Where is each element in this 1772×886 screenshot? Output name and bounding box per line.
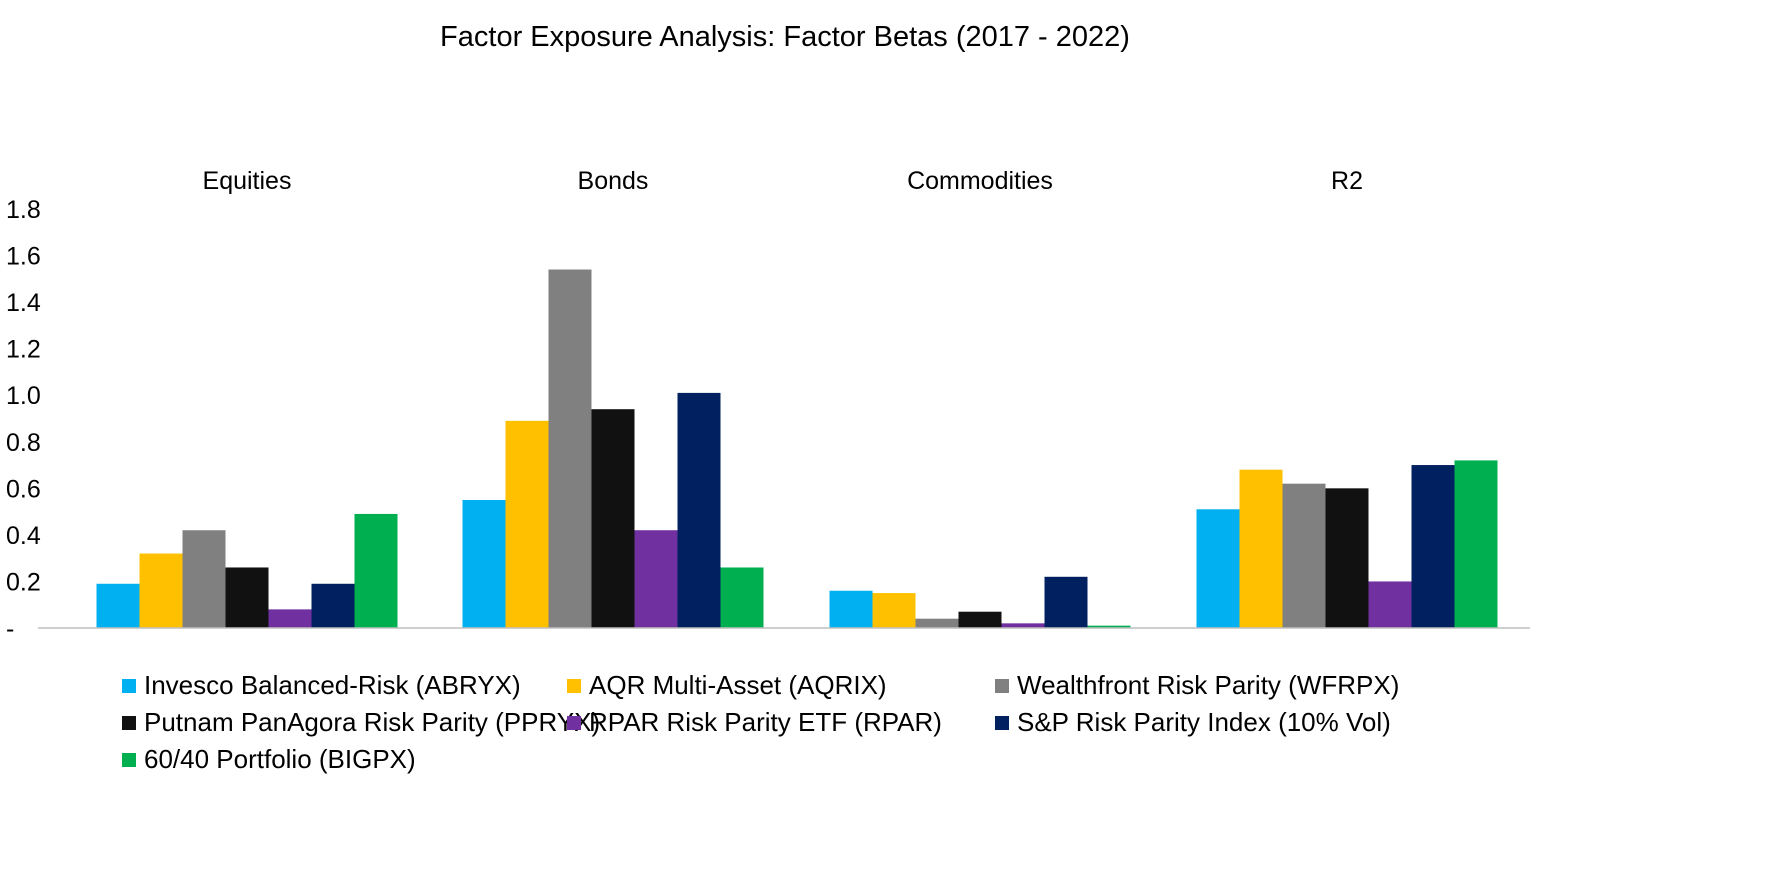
legend-swatch (995, 715, 1009, 730)
legend-item: Wealthfront Risk Parity (WFRPX) (995, 670, 1399, 701)
bar (1044, 576, 1088, 628)
legend-label: Wealthfront Risk Parity (WFRPX) (1017, 670, 1400, 700)
bar (1325, 488, 1369, 628)
bar (1001, 623, 1045, 628)
category-label: Bonds (578, 167, 649, 195)
bar (1196, 509, 1240, 628)
category-label: R2 (1331, 167, 1363, 195)
legend-label: Putnam PanAgora Risk Parity (PPRYX) (144, 707, 601, 737)
bar (225, 567, 269, 628)
legend-label: RPAR Risk Parity ETF (RPAR) (589, 707, 942, 737)
category-label: Equities (203, 167, 292, 195)
bar (634, 530, 678, 628)
y-tick-label: 1.4 (6, 289, 41, 317)
y-axis: - 0.2 0.4 0.6 0.8 1.0 1.2 1.4 1.6 1.8 (6, 196, 41, 643)
legend-item: Putnam PanAgora Risk Parity (PPRYX) (122, 707, 600, 738)
bar (1087, 625, 1131, 628)
category-label: Commodities (907, 167, 1053, 195)
y-tick-label: 0.4 (6, 522, 41, 550)
legend-label: AQR Multi-Asset (AQRIX) (589, 670, 887, 700)
bar (139, 553, 183, 628)
bar (1454, 460, 1498, 628)
legend-item: Invesco Balanced-Risk (ABRYX) (122, 670, 521, 701)
bar (311, 583, 355, 628)
bar (462, 499, 506, 628)
bar (182, 530, 226, 628)
y-tick-label: - (6, 615, 14, 643)
y-tick-label: 1.8 (6, 196, 41, 224)
bar (720, 567, 764, 628)
legend-item: RPAR Risk Parity ETF (RPAR) (567, 707, 942, 738)
y-tick-label: 1.6 (6, 243, 41, 271)
bar (96, 583, 140, 628)
bar (1411, 465, 1455, 628)
legend-swatch (567, 715, 581, 730)
y-tick-label: 1.2 (6, 336, 41, 364)
y-tick-label: 1.0 (6, 382, 41, 410)
bar (915, 618, 959, 628)
y-tick-label: 0.2 (6, 568, 41, 596)
chart-title: Factor Exposure Analysis: Factor Betas (… (440, 21, 1130, 53)
bar (591, 409, 635, 628)
y-tick-label: 0.8 (6, 429, 41, 457)
bar (548, 269, 592, 628)
bars (96, 269, 1498, 628)
y-tick-label: 0.6 (6, 475, 41, 503)
legend-label: S&P Risk Parity Index (10% Vol) (1017, 707, 1391, 737)
legend-label: Invesco Balanced-Risk (ABRYX) (144, 670, 521, 700)
bar (958, 611, 1002, 628)
bar (505, 420, 549, 628)
legend-swatch (567, 678, 581, 693)
bar (829, 590, 873, 628)
bar (1239, 469, 1283, 628)
legend-label: 60/40 Portfolio (BIGPX) (144, 744, 416, 774)
legend-swatch (122, 678, 136, 693)
legend-item: 60/40 Portfolio (BIGPX) (122, 744, 416, 775)
bar (1282, 483, 1326, 628)
bar (872, 593, 916, 628)
legend-item: S&P Risk Parity Index (10% Vol) (995, 707, 1391, 738)
bar (268, 609, 312, 628)
legend-swatch (122, 715, 136, 730)
bar (1368, 581, 1412, 628)
category-labels: Equities Bonds Commodities R2 (203, 167, 1363, 195)
legend-item: AQR Multi-Asset (AQRIX) (567, 670, 887, 701)
bar (677, 392, 721, 628)
legend-swatch (122, 752, 136, 767)
legend-swatch (995, 678, 1009, 693)
bar (354, 513, 398, 628)
